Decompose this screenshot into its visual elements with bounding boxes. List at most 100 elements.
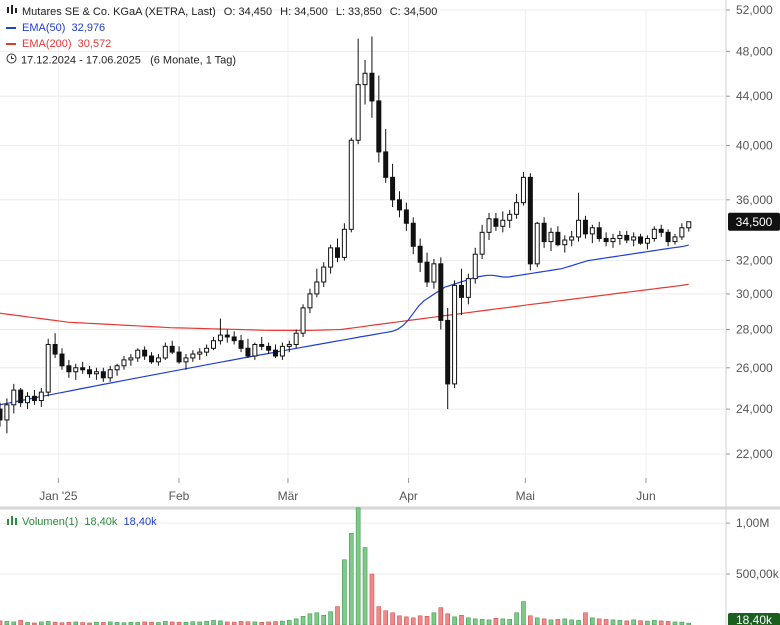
volume-bar <box>383 610 389 625</box>
candle-body <box>431 263 437 283</box>
time-tick-label: Apr <box>399 489 418 503</box>
candle-body <box>273 349 279 357</box>
candle-body <box>383 151 389 178</box>
candle-body <box>458 284 464 298</box>
volume-bar <box>121 622 127 625</box>
legend-ema50[interactable]: EMA(50) 32,976 <box>6 21 105 35</box>
volume-bar <box>445 613 450 625</box>
time-tick-label: Mär <box>278 489 299 503</box>
candle-body <box>155 357 161 363</box>
time-tick-label: Jan '25 <box>39 489 78 503</box>
price-tick-label: 24,000 <box>736 402 773 416</box>
volume-bar <box>541 618 547 625</box>
volume-bar <box>197 621 203 625</box>
candle-body <box>576 219 582 238</box>
ema50-label: EMA(50) <box>22 22 66 34</box>
volume-bar <box>596 618 602 625</box>
volume-bar <box>355 507 361 625</box>
candle-body <box>307 293 313 309</box>
volume-value-2: 18,40k <box>123 516 157 528</box>
candle-body <box>259 343 265 347</box>
volume-bar <box>362 547 368 625</box>
ema200-value: 30,572 <box>77 38 112 50</box>
price-tick-label: 30,000 <box>736 287 773 301</box>
candle-body <box>582 219 588 235</box>
candle-body <box>658 228 664 233</box>
candle-body <box>355 84 361 141</box>
candle-body <box>569 236 575 241</box>
candle-body <box>334 247 340 258</box>
volume-bar <box>224 621 230 625</box>
price-axis: 52,000 48,000 44,000 40,000 36,000 32,000 30,0… <box>726 3 780 461</box>
legend-ema200[interactable]: EMA(200) 30,572 <box>6 37 111 51</box>
last-price-label: 34,500 <box>736 215 773 229</box>
ema200-line-group <box>0 283 689 331</box>
candle-body <box>410 222 416 247</box>
volume-bar <box>424 616 430 625</box>
candle-body <box>217 334 223 342</box>
volume-bar <box>321 615 327 625</box>
candle-body <box>279 345 285 357</box>
candle-body <box>31 395 37 402</box>
volume-bars-group <box>0 507 692 625</box>
volume-bar <box>190 621 196 625</box>
price-tick-label: 28,000 <box>736 323 773 337</box>
volume-bar <box>149 621 154 625</box>
candle-body <box>211 340 217 349</box>
candle-body <box>100 371 106 379</box>
candle-body <box>610 237 616 243</box>
candle-body <box>638 236 644 244</box>
candle-body <box>534 222 540 265</box>
candle-body <box>300 307 306 334</box>
volume-bar <box>562 618 568 625</box>
candle-body <box>369 72 375 102</box>
volume-bar <box>479 619 485 625</box>
candle-body <box>114 365 120 371</box>
time-tick-label: Jun <box>636 489 655 503</box>
volume-bar <box>142 621 147 625</box>
candle-body <box>238 340 244 349</box>
volume-bar <box>176 621 182 625</box>
candle-body <box>644 237 650 244</box>
volume-bar <box>218 620 223 625</box>
volume-bar <box>431 612 437 625</box>
candle-body <box>589 227 595 235</box>
volume-bar <box>590 617 595 625</box>
ema50-line <box>0 244 689 406</box>
volume-bar <box>25 622 30 625</box>
volume-bar <box>493 618 499 625</box>
volume-bar <box>658 620 664 625</box>
period-text: (6 Monate, 1 Tag) <box>150 54 237 67</box>
volume-bar <box>101 622 106 625</box>
volume-bar <box>163 621 168 625</box>
price-tick-label: 26,000 <box>736 361 773 375</box>
volume-bar <box>245 621 251 625</box>
candle-body <box>4 404 10 421</box>
ema50-value: 32,976 <box>71 22 106 34</box>
candle-body <box>417 245 423 263</box>
volume-last-label: 18,40k <box>736 613 773 625</box>
candle-body <box>204 347 210 353</box>
volume-bar <box>252 621 258 625</box>
volume-bar <box>307 613 313 625</box>
candle-body <box>121 359 127 367</box>
volume-bar <box>404 616 409 625</box>
volume-bar <box>342 559 347 625</box>
candle-body <box>183 357 189 363</box>
candle-body <box>527 176 533 265</box>
legend-volume: Volumen(1) 18,40k 18,40k <box>6 515 157 529</box>
candle-body <box>135 349 141 359</box>
volume-bar <box>417 615 423 625</box>
volume-bar <box>645 620 650 625</box>
volume-bar <box>280 620 285 625</box>
ema50-line-group <box>0 244 689 406</box>
candle-body <box>176 351 182 363</box>
volume-bar <box>376 606 382 625</box>
volume-bar <box>348 532 354 625</box>
time-tick-label: Feb <box>169 489 190 503</box>
candle-body <box>624 234 630 241</box>
volume-bar <box>452 616 457 625</box>
volume-bar <box>500 618 506 625</box>
volume-bar <box>521 601 526 625</box>
